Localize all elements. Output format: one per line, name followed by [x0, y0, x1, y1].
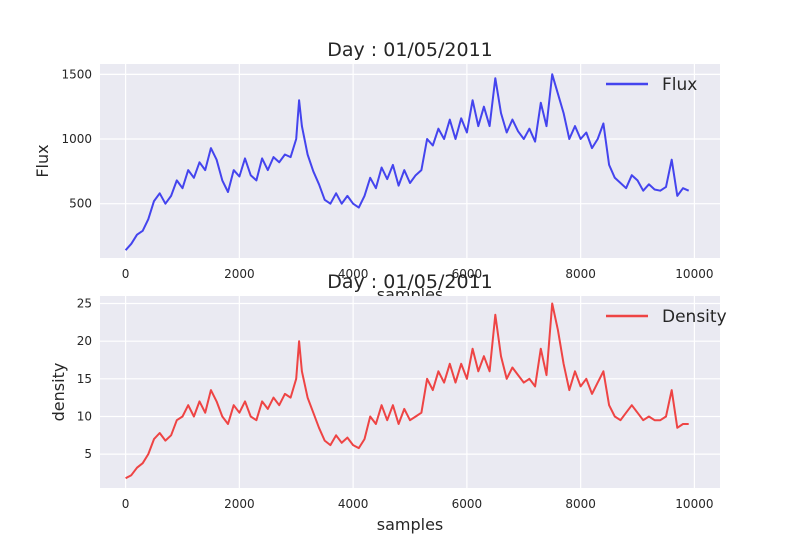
flux-legend: Flux [606, 75, 697, 95]
density-x-axis-label: samples [377, 515, 444, 534]
y-tick-label: 25 [77, 297, 92, 311]
flux-chart-title: Day : 01/05/2011 [327, 39, 493, 61]
density-legend: Density [606, 307, 727, 327]
x-tick-label: 6000 [452, 267, 483, 281]
flux-tick-labels: 0 2000 4000 6000 8000 10000 500 1000 1500 [61, 67, 713, 281]
y-tick-label: 10 [77, 409, 92, 423]
flux-series-line [124, 73, 690, 251]
x-tick-label: 4000 [338, 267, 369, 281]
flux-y-axis-label: Flux [33, 144, 52, 177]
x-tick-label: 8000 [565, 267, 596, 281]
y-tick-label: 15 [77, 372, 92, 386]
y-tick-label: 1000 [61, 132, 92, 146]
x-tick-label: 2000 [224, 267, 255, 281]
y-tick-label: 1500 [61, 67, 92, 81]
x-tick-label: 8000 [565, 497, 596, 511]
density-y-axis-label: density [49, 363, 68, 422]
x-tick-label: 6000 [452, 497, 483, 511]
x-tick-label: 2000 [224, 497, 255, 511]
flux-subplot: 0 2000 4000 6000 8000 10000 500 1000 1500 Day : … [33, 39, 720, 304]
density-tick-labels: 0 2000 4000 6000 8000 10000 5 10 15 20 25 [77, 297, 714, 511]
y-tick-label: 5 [84, 447, 92, 461]
x-tick-label: 10000 [675, 267, 713, 281]
density-chart-title: Day : 01/05/2011 [327, 271, 493, 293]
flux-gridlines [100, 64, 720, 258]
flux-legend-label: Flux [662, 75, 697, 95]
y-tick-label: 500 [69, 197, 92, 211]
density-series-line [125, 302, 689, 480]
x-tick-label: 10000 [675, 497, 713, 511]
density-plot-area [100, 296, 720, 488]
x-tick-label: 0 [122, 267, 130, 281]
y-tick-label: 20 [77, 334, 92, 348]
density-gridlines [100, 296, 720, 488]
flux-plot-area [100, 64, 720, 258]
x-tick-label: 0 [122, 497, 130, 511]
density-legend-label: Density [662, 307, 727, 327]
density-subplot: 0 2000 4000 6000 8000 10000 5 10 15 20 25 Day : 01… [49, 271, 727, 534]
x-tick-label: 4000 [338, 497, 369, 511]
